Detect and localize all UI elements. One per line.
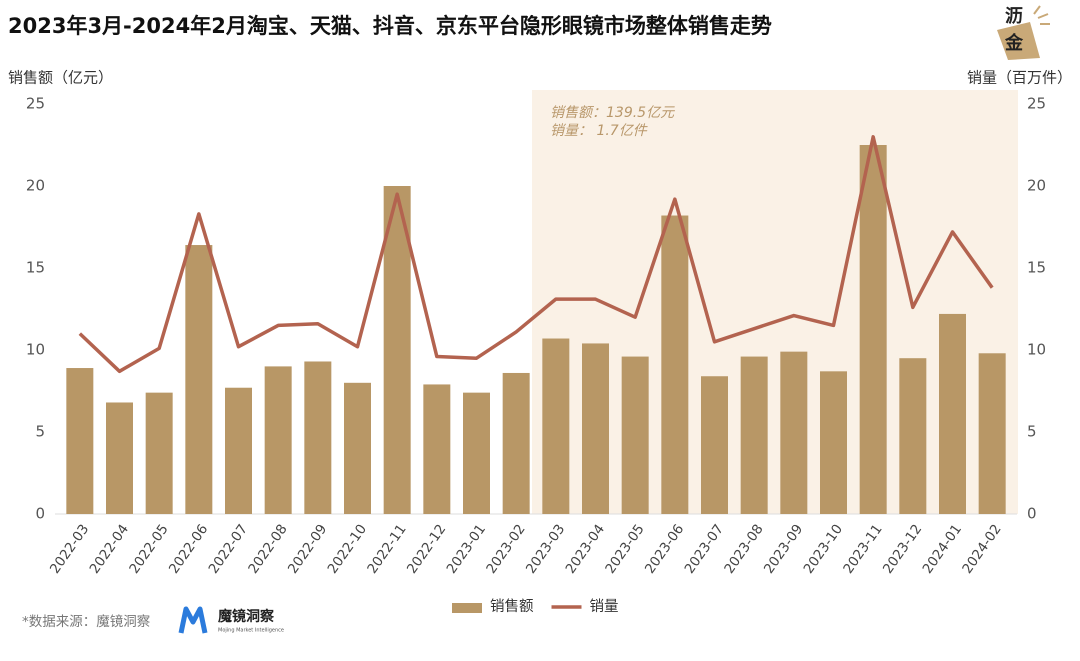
- x-tick-label: 2022-12: [404, 521, 449, 576]
- y2-tick-label: 0: [1027, 505, 1037, 523]
- x-tick-label: 2024-01: [920, 521, 965, 576]
- x-tick-label: 2022-07: [206, 521, 251, 576]
- bar: [582, 343, 609, 514]
- x-tick-label: 2023-06: [642, 521, 687, 576]
- bar: [106, 402, 133, 514]
- bar: [978, 353, 1006, 514]
- logo-shape: [997, 22, 1040, 60]
- x-tick-label: 2022-11: [364, 521, 409, 576]
- annotation: 销量： 1.7亿件: [550, 123, 648, 139]
- bar: [264, 366, 292, 514]
- x-tick-label: 2024-02: [959, 521, 1004, 576]
- bar: [383, 186, 411, 514]
- bar: [423, 384, 451, 514]
- bar: [304, 361, 332, 514]
- y-tick-label: 20: [26, 177, 45, 195]
- y2-tick-label: 5: [1027, 423, 1037, 441]
- x-tick-label: 2023-11: [840, 521, 885, 576]
- x-tick-label: 2022-09: [285, 521, 330, 576]
- bar: [225, 387, 252, 514]
- x-tick-label: 2023-12: [880, 521, 925, 576]
- source-logo: 魔镜洞察 Mojing Market Intelligence: [178, 606, 284, 634]
- x-tick-label: 2022-05: [126, 521, 171, 576]
- logo-char: 沥: [1005, 6, 1023, 27]
- chart-title: 2023年3月-2024年2月淘宝、天猫、抖音、京东平台隐形眼镜市场整体销售走势: [8, 14, 772, 38]
- bar: [780, 351, 808, 514]
- x-tick-label: 2023-07: [682, 521, 727, 576]
- logo-text: 魔镜洞察: [218, 608, 275, 625]
- bar: [859, 145, 887, 514]
- logo-char: 金: [1004, 32, 1024, 54]
- x-tick-label: 2022-10: [325, 521, 370, 576]
- logo-ray: [1033, 5, 1041, 15]
- bar: [820, 371, 847, 514]
- logo-subtitle: Mojing Market Intelligence: [218, 628, 284, 634]
- bar: [66, 368, 94, 514]
- bar: [701, 376, 728, 514]
- y2-tick-label: 15: [1027, 259, 1046, 277]
- x-tick-label: 2023-05: [602, 521, 647, 576]
- legend-label: 销量: [590, 598, 619, 615]
- y-tick-label: 0: [35, 505, 45, 523]
- legend-swatch: [452, 603, 482, 613]
- x-tick-label: 2022-03: [47, 521, 92, 576]
- annotation: 销售额：139.5亿元: [550, 105, 675, 121]
- brand-logo: 沥 金: [997, 5, 1050, 60]
- bar: [939, 313, 966, 514]
- y2-tick-label: 20: [1027, 177, 1046, 195]
- x-tick-label: 2023-03: [523, 521, 568, 576]
- x-tick-label: 2023-04: [563, 521, 608, 576]
- bar: [740, 356, 768, 514]
- bar: [344, 382, 371, 514]
- y-axis-title: 销售额（亿元）: [8, 69, 113, 87]
- bar: [463, 392, 490, 514]
- x-tick-label: 2023-08: [721, 521, 766, 576]
- source: *数据来源：魔镜洞察: [22, 613, 151, 630]
- y-tick-label: 15: [26, 259, 45, 277]
- logo-icon: [178, 606, 208, 634]
- bar: [542, 338, 570, 514]
- bar: [185, 245, 213, 515]
- y2-tick-label: 10: [1027, 341, 1046, 359]
- bar: [502, 372, 530, 514]
- highlight-area: [532, 90, 1018, 514]
- y2-tick-label: 25: [1027, 95, 1046, 113]
- x-tick-label: 2023-10: [801, 521, 846, 576]
- y-tick-label: 10: [26, 341, 45, 359]
- bar: [899, 358, 927, 514]
- highlight: [532, 90, 1018, 514]
- legend-label: 销售额: [490, 598, 534, 615]
- x-tick-label: 2023-01: [444, 521, 489, 576]
- y-tick-label: 25: [26, 95, 45, 113]
- x-tick-label: 2023-02: [483, 521, 528, 576]
- x-tick-label: 2022-04: [87, 521, 132, 576]
- x-tick-label: 2022-06: [166, 521, 211, 576]
- line: [78, 135, 994, 374]
- bar: [145, 392, 173, 514]
- bar: [621, 356, 649, 514]
- y-tick-label: 5: [35, 423, 45, 441]
- bar: [661, 215, 689, 514]
- y2-axis-title: 销量（百万件）: [967, 69, 1072, 87]
- logo-ray: [1037, 13, 1049, 19]
- x-tick-label: 2023-09: [761, 521, 806, 576]
- x-tick-label: 2022-08: [245, 521, 290, 576]
